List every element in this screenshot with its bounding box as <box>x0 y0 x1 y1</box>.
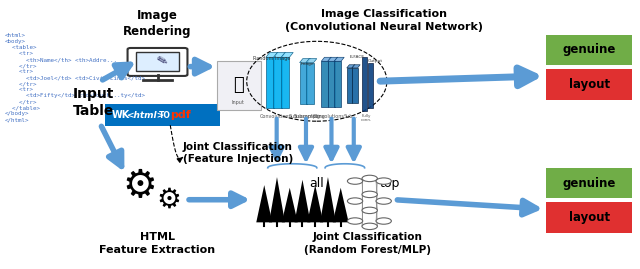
Text: Random Image: Random Image <box>253 56 291 61</box>
Polygon shape <box>334 57 344 61</box>
FancyBboxPatch shape <box>546 168 632 199</box>
FancyBboxPatch shape <box>362 57 367 111</box>
Text: <html>
<body>
  <table>
    <tr>
      <th>Name</th> <th>Addre...
    </tr>
    : <html> <body> <table> <tr> <th>Name</th>… <box>4 33 145 122</box>
Text: pdf: pdf <box>170 110 191 120</box>
FancyBboxPatch shape <box>300 63 307 104</box>
Polygon shape <box>282 188 298 222</box>
Text: genuine: genuine <box>563 176 616 190</box>
Polygon shape <box>328 57 338 61</box>
Polygon shape <box>321 57 332 61</box>
Text: layout: layout <box>569 211 610 224</box>
Circle shape <box>348 218 363 224</box>
Polygon shape <box>300 59 310 63</box>
Text: Image: Image <box>301 62 314 66</box>
Text: ⚙: ⚙ <box>122 167 157 206</box>
Circle shape <box>362 207 378 214</box>
FancyBboxPatch shape <box>266 57 274 108</box>
FancyBboxPatch shape <box>127 48 188 76</box>
FancyBboxPatch shape <box>368 63 373 108</box>
Circle shape <box>362 175 378 182</box>
Polygon shape <box>352 65 360 68</box>
FancyBboxPatch shape <box>347 68 353 102</box>
Text: TO: TO <box>159 111 171 120</box>
Text: 🤖: 🤖 <box>233 76 244 94</box>
Text: Fully
conn.: Fully conn. <box>360 114 371 122</box>
FancyBboxPatch shape <box>273 57 282 108</box>
FancyBboxPatch shape <box>546 202 632 233</box>
Polygon shape <box>266 52 278 57</box>
Circle shape <box>348 198 363 204</box>
Circle shape <box>376 218 392 224</box>
Text: all: all <box>309 177 324 190</box>
FancyBboxPatch shape <box>321 61 328 107</box>
Circle shape <box>362 223 378 229</box>
FancyBboxPatch shape <box>328 61 335 107</box>
FancyBboxPatch shape <box>352 68 358 102</box>
FancyBboxPatch shape <box>546 35 632 65</box>
Polygon shape <box>273 52 285 57</box>
FancyBboxPatch shape <box>104 104 220 126</box>
Polygon shape <box>307 185 323 222</box>
Text: <html>: <html> <box>125 111 164 120</box>
Text: HTML
Feature Extraction: HTML Feature Extraction <box>99 232 216 255</box>
Text: Output: Output <box>368 59 383 63</box>
Text: Joint Classification
(Feature Injection): Joint Classification (Feature Injection) <box>183 142 293 164</box>
Text: Subsampling: Subsampling <box>289 114 321 119</box>
Polygon shape <box>347 65 355 68</box>
Text: E-FACE: E-FACE <box>350 55 365 59</box>
Text: Input
Table: Input Table <box>73 87 115 118</box>
Text: Input: Input <box>232 100 245 105</box>
Polygon shape <box>306 59 317 63</box>
Circle shape <box>348 178 363 184</box>
Text: Convolutions: Convolutions <box>259 114 291 119</box>
FancyBboxPatch shape <box>306 63 314 104</box>
Polygon shape <box>269 177 285 222</box>
Text: layout: layout <box>569 78 610 91</box>
Text: Sub...: Sub... <box>344 114 358 119</box>
Circle shape <box>362 191 378 198</box>
Text: genuine: genuine <box>563 44 616 56</box>
FancyBboxPatch shape <box>217 61 260 110</box>
Circle shape <box>376 178 392 184</box>
Text: Joint Classification
(Random Forest/MLP): Joint Classification (Random Forest/MLP) <box>304 232 431 255</box>
Polygon shape <box>256 185 272 222</box>
FancyBboxPatch shape <box>546 69 632 100</box>
Text: Image
Rendering: Image Rendering <box>124 9 192 38</box>
Circle shape <box>376 198 392 204</box>
Text: Image Classification
(Convolutional Neural Network): Image Classification (Convolutional Neur… <box>285 9 483 32</box>
FancyBboxPatch shape <box>334 61 341 107</box>
Polygon shape <box>294 180 310 222</box>
FancyBboxPatch shape <box>281 57 289 108</box>
Polygon shape <box>281 52 293 57</box>
Polygon shape <box>333 188 349 222</box>
Text: ✏: ✏ <box>152 52 169 70</box>
Text: ⚙: ⚙ <box>157 186 181 214</box>
Text: WK: WK <box>111 110 130 120</box>
Text: Subsampling: Subsampling <box>294 114 326 119</box>
Polygon shape <box>320 177 336 222</box>
Text: top: top <box>380 177 400 190</box>
Text: Convolutions: Convolutions <box>313 114 345 119</box>
FancyBboxPatch shape <box>136 52 179 71</box>
